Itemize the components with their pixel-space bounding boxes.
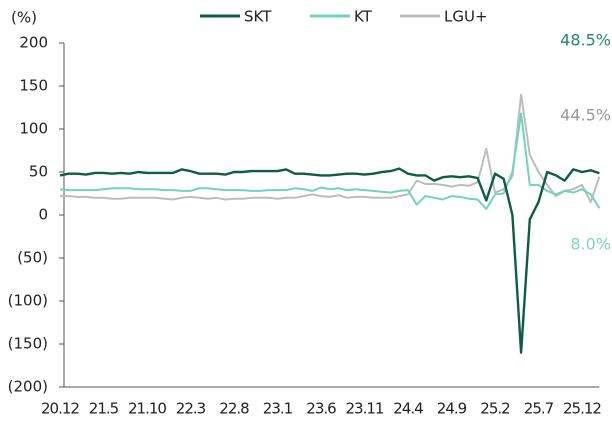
y-tick-label: 50: [29, 163, 48, 181]
x-tick-label: 25.2: [480, 400, 510, 418]
x-tick-label: 22.3: [176, 400, 206, 418]
x-tick-label: 21.10: [128, 400, 166, 418]
annotation: 48.5%: [560, 31, 611, 50]
x-tick-label: 23.11: [346, 400, 384, 418]
y-tick-label: 0: [38, 206, 48, 224]
legend-label: LGU+: [444, 8, 488, 26]
annotation: 8.0%: [570, 235, 611, 254]
y-tick-label: (100): [8, 292, 48, 310]
y-axis-label: (%): [11, 9, 37, 27]
x-tick-label: 22.8: [219, 400, 249, 418]
y-tick-label: (50): [17, 249, 48, 267]
x-tick-label: 25.12: [563, 400, 601, 418]
x-tick-label: 23.1: [263, 400, 293, 418]
series-line: [59, 167, 600, 354]
x-tick-label: 24.9: [437, 400, 467, 418]
series-line: [59, 112, 601, 210]
y-tick-label: (200): [8, 378, 48, 396]
x-tick-label: 23.6: [306, 400, 336, 418]
annotation: 44.5%: [560, 106, 611, 125]
x-tick-label: 25.7: [524, 400, 554, 418]
series-line: [60, 93, 601, 204]
y-tick-label: 100: [19, 120, 48, 138]
y-tick-label: (150): [8, 335, 48, 353]
x-tick-label: 24.4: [393, 400, 423, 418]
x-tick-label: 21.5: [89, 400, 119, 418]
legend-label: KT: [354, 8, 373, 26]
legend-label: SKT: [244, 8, 272, 26]
x-tick-label: 20.12: [41, 400, 79, 418]
y-tick-label: 200: [19, 34, 48, 52]
y-tick-label: 150: [19, 77, 48, 95]
